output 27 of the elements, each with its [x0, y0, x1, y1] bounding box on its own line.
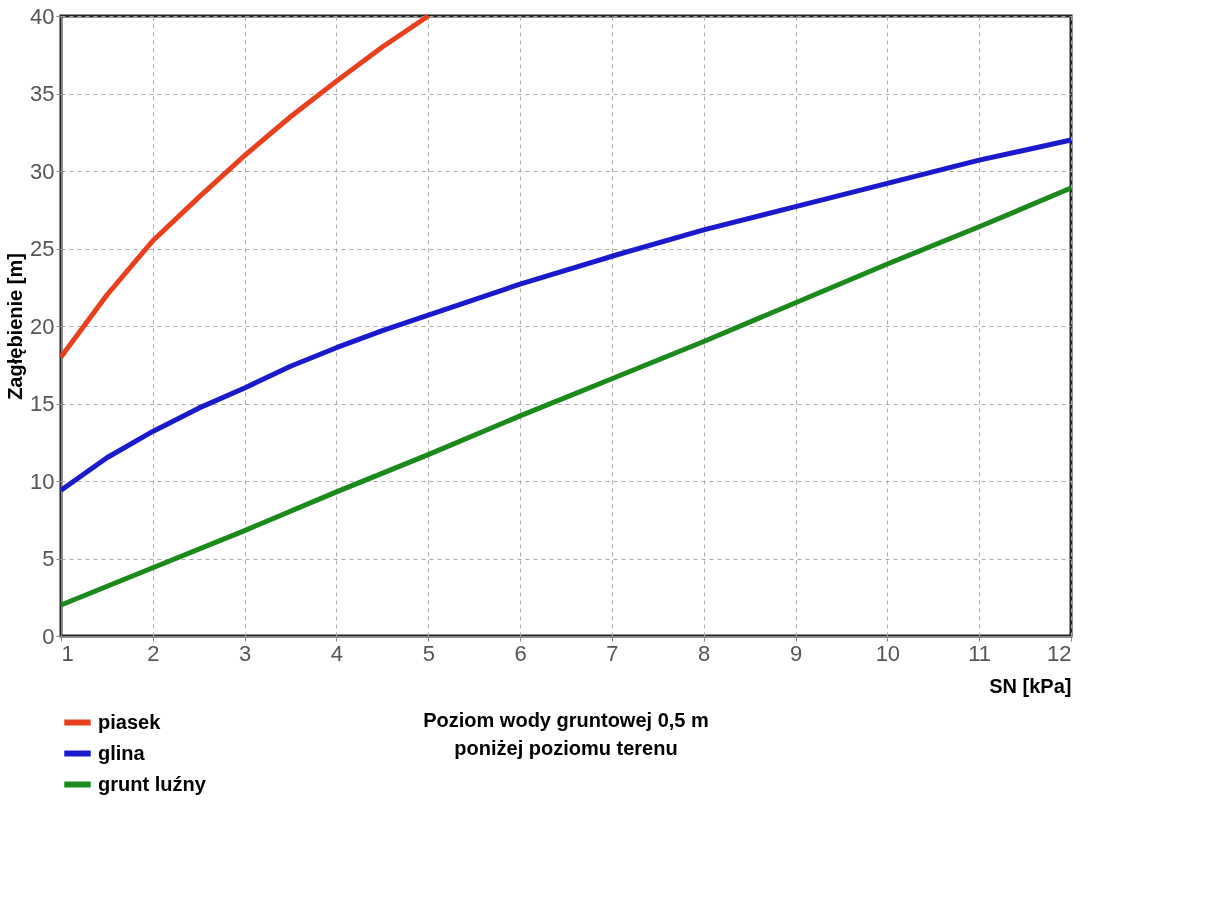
y-tick-label: 5: [42, 546, 55, 571]
y-axis-title: Zagłębienie [m]: [4, 253, 27, 400]
x-tick-label: 2: [147, 640, 160, 666]
x-tick-label: 6: [514, 640, 527, 666]
legend-label: glina: [98, 741, 146, 764]
legend-label: piasek: [98, 710, 162, 733]
x-tick-label: 9: [789, 640, 803, 666]
y-tick-label: 0: [42, 623, 55, 649]
x-tick-label: 12: [1047, 640, 1072, 666]
x-tick-label: 11: [968, 640, 992, 666]
y-tick-label: 10: [30, 468, 55, 494]
x-axis-title: SN [kPa]: [989, 674, 1072, 697]
y-tick-label: 25: [30, 236, 55, 261]
x-tick-label: 3: [239, 640, 252, 666]
y-tick-label: 20: [30, 313, 55, 339]
x-tick-label: 4: [330, 640, 344, 666]
y-tick-label: 35: [30, 81, 55, 106]
y-tick-label: 40: [30, 3, 55, 29]
x-tick-label: 5: [422, 640, 435, 666]
x-tick-label: 1: [61, 640, 74, 666]
text: Poziom wody gruntowej 0,5 m poniżej poziomu terenu: [423, 709, 709, 759]
y-tick-label: 30: [30, 158, 55, 184]
y-tick-label: 15: [30, 391, 55, 416]
x-tick-label: 10: [875, 640, 901, 666]
x-tick-label: 8: [698, 640, 711, 666]
x-tick-label: 7: [606, 640, 619, 666]
legend-label: grunt luźny: [98, 772, 207, 795]
